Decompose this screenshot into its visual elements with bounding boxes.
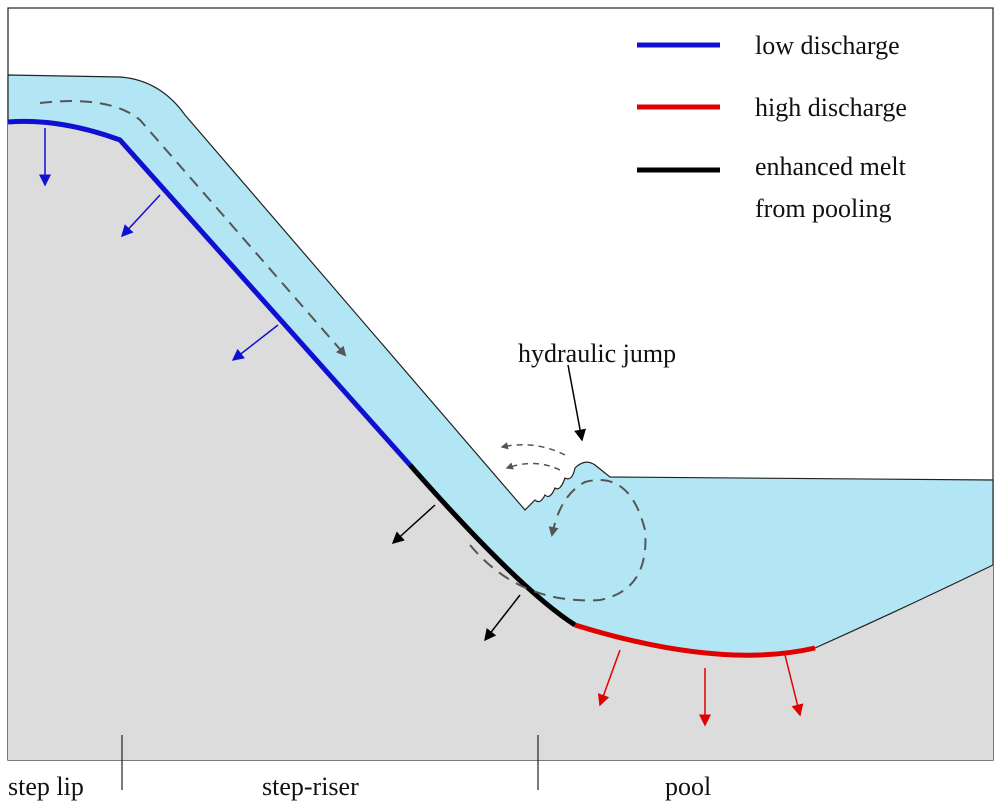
pooling-bed — [408, 463, 577, 628]
melt-arrows — [39, 128, 804, 727]
zone-label: step-riser — [262, 772, 359, 801]
zone-label: pool — [665, 772, 711, 801]
annotation: hydraulic jump — [518, 339, 676, 368]
legend-label: from pooling — [755, 194, 892, 223]
low-discharge-bed — [7, 118, 412, 467]
bed — [8, 121, 993, 760]
zone-label: step lip — [8, 772, 84, 801]
legend-label: low discharge — [755, 31, 900, 60]
legend-label: high discharge — [755, 93, 907, 122]
legend-label: enhanced melt — [755, 152, 907, 181]
high-discharge-bed — [574, 622, 816, 658]
flow-lines — [39, 100, 647, 602]
